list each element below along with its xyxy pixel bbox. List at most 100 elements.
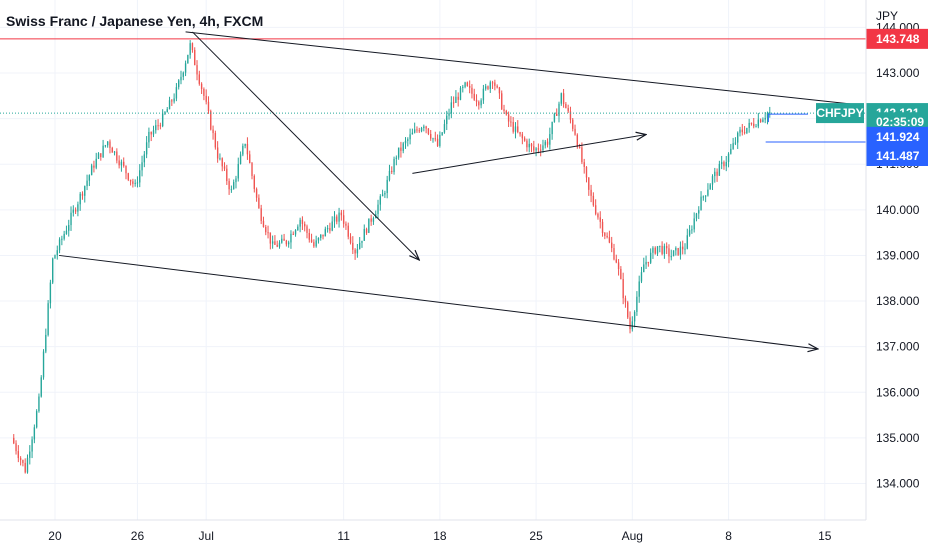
- candle-body: [56, 250, 58, 256]
- candle-body: [38, 396, 40, 412]
- candle-body: [310, 239, 313, 243]
- candle-body: [274, 241, 276, 245]
- upper-channel-trendline[interactable]: [185, 31, 860, 106]
- candle-body: [608, 237, 611, 243]
- candle-body: [404, 140, 407, 144]
- candle-body: [521, 134, 524, 139]
- candle-body: [191, 43, 194, 50]
- candle-body: [198, 74, 201, 84]
- candle-body: [462, 86, 464, 88]
- candle-body: [47, 303, 49, 335]
- candle-body: [207, 101, 210, 112]
- candle-body: [141, 162, 143, 171]
- candle-body: [228, 181, 230, 190]
- candle-body: [379, 196, 381, 205]
- candle-body: [219, 158, 221, 160]
- candle-body: [93, 165, 95, 168]
- candle-body: [560, 93, 562, 104]
- level-bracket: [767, 113, 808, 123]
- candle-body: [441, 132, 443, 136]
- candle-body: [336, 216, 338, 222]
- candle-body: [471, 87, 473, 94]
- candle-body: [22, 460, 24, 463]
- candle-body: [210, 111, 212, 130]
- candle-body: [145, 142, 148, 155]
- candle-body: [132, 181, 134, 184]
- candle-body: [542, 145, 544, 150]
- candle-body: [698, 210, 700, 214]
- time-axis[interactable]: 20 26 Jul 11 18 25 Aug 8 15: [48, 529, 831, 543]
- candle-body: [244, 143, 246, 146]
- candle-body: [647, 261, 650, 263]
- trend-lines: [59, 31, 860, 349]
- candle-body: [507, 114, 510, 122]
- candle-body: [592, 195, 595, 206]
- candle-body: [285, 240, 288, 245]
- candle-body: [24, 462, 26, 473]
- candle-body: [125, 165, 127, 174]
- candle-body: [349, 236, 352, 243]
- candle-body: [688, 230, 691, 236]
- candle-body: [418, 130, 420, 132]
- candle-body: [766, 112, 769, 118]
- candle-body: [537, 148, 540, 150]
- candle-body: [679, 246, 682, 255]
- level-b-tag: 141.487: [876, 149, 920, 163]
- candle-body: [329, 228, 331, 231]
- candle-body: [487, 86, 489, 89]
- lower-channel-trendline[interactable]: [59, 254, 818, 349]
- candle-body: [322, 234, 324, 237]
- candle-body: [489, 82, 491, 89]
- candle-body: [178, 80, 180, 88]
- mid-ascending-trendline[interactable]: [412, 135, 646, 174]
- candle-body: [684, 248, 686, 250]
- candle-body: [597, 213, 599, 218]
- x-tick-label: 15: [818, 529, 832, 543]
- candle-body: [590, 189, 592, 196]
- candle-body: [700, 196, 702, 211]
- candle-body: [606, 235, 608, 238]
- candle-body: [631, 321, 634, 330]
- diagonal-down-trendline[interactable]: [192, 31, 419, 260]
- candle-body: [496, 85, 498, 88]
- candle-body: [535, 148, 537, 151]
- candle-body: [113, 151, 116, 153]
- candle-body: [468, 85, 471, 88]
- candle-body: [604, 233, 606, 236]
- candle-body: [436, 138, 439, 146]
- candle-body: [102, 145, 104, 158]
- candle-body: [182, 72, 184, 77]
- candle-body: [585, 166, 588, 178]
- candle-body: [643, 264, 645, 273]
- candle-body: [645, 261, 647, 265]
- candle-body: [304, 223, 306, 227]
- candle-body: [450, 102, 453, 114]
- candle-body: [530, 143, 533, 147]
- candle-body: [702, 196, 705, 198]
- candle-body: [123, 161, 125, 166]
- candle-body: [567, 108, 569, 112]
- candle-body: [79, 193, 81, 205]
- candle-body: [13, 437, 15, 444]
- candle-body: [720, 162, 723, 164]
- candle-body: [377, 204, 379, 214]
- candle-body: [276, 244, 278, 247]
- candle-body: [255, 188, 258, 198]
- candle-body: [52, 258, 54, 283]
- candle-body: [443, 124, 446, 133]
- candle-body: [258, 197, 260, 209]
- candle-body: [313, 242, 315, 247]
- candle-body: [251, 163, 253, 176]
- candle-body: [425, 126, 427, 129]
- candle-body: [494, 82, 496, 86]
- candle-body: [716, 171, 718, 176]
- candle-body: [588, 177, 590, 190]
- candle-body: [505, 110, 507, 115]
- candle-body: [175, 87, 178, 99]
- candle-body: [205, 95, 207, 102]
- candle-body: [395, 157, 398, 159]
- candle-body: [171, 100, 173, 102]
- candle-body: [539, 149, 542, 151]
